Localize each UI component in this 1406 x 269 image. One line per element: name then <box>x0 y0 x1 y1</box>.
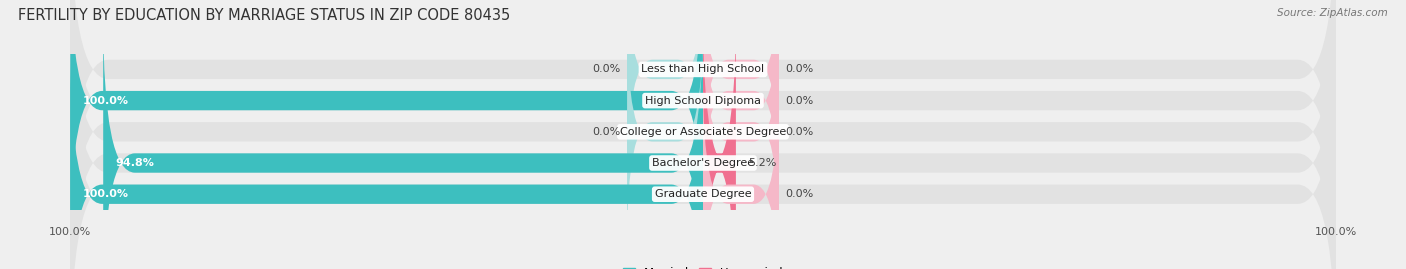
Text: 0.0%: 0.0% <box>785 189 814 199</box>
FancyBboxPatch shape <box>103 17 703 269</box>
Legend: Married, Unmarried: Married, Unmarried <box>619 263 787 269</box>
Text: 0.0%: 0.0% <box>785 127 814 137</box>
Text: 100.0%: 100.0% <box>83 189 129 199</box>
Text: 0.0%: 0.0% <box>592 127 621 137</box>
Text: 100.0%: 100.0% <box>1315 227 1357 237</box>
FancyBboxPatch shape <box>627 0 703 185</box>
Text: 0.0%: 0.0% <box>785 64 814 75</box>
Text: 5.2%: 5.2% <box>748 158 778 168</box>
Text: 0.0%: 0.0% <box>592 64 621 75</box>
FancyBboxPatch shape <box>703 0 779 185</box>
FancyBboxPatch shape <box>70 0 703 247</box>
FancyBboxPatch shape <box>70 48 703 269</box>
Text: Less than High School: Less than High School <box>641 64 765 75</box>
FancyBboxPatch shape <box>70 0 1336 269</box>
FancyBboxPatch shape <box>703 17 735 269</box>
FancyBboxPatch shape <box>703 79 779 269</box>
FancyBboxPatch shape <box>70 17 1336 269</box>
Text: Bachelor's Degree: Bachelor's Degree <box>652 158 754 168</box>
Text: 100.0%: 100.0% <box>49 227 91 237</box>
FancyBboxPatch shape <box>70 0 1336 247</box>
Text: 100.0%: 100.0% <box>83 95 129 106</box>
Text: High School Diploma: High School Diploma <box>645 95 761 106</box>
FancyBboxPatch shape <box>70 0 1336 269</box>
FancyBboxPatch shape <box>703 0 779 216</box>
Text: FERTILITY BY EDUCATION BY MARRIAGE STATUS IN ZIP CODE 80435: FERTILITY BY EDUCATION BY MARRIAGE STATU… <box>18 8 510 23</box>
Text: College or Associate's Degree: College or Associate's Degree <box>620 127 786 137</box>
Text: Source: ZipAtlas.com: Source: ZipAtlas.com <box>1277 8 1388 18</box>
FancyBboxPatch shape <box>703 17 779 247</box>
Text: 94.8%: 94.8% <box>115 158 155 168</box>
FancyBboxPatch shape <box>70 0 1336 269</box>
Text: 0.0%: 0.0% <box>785 95 814 106</box>
FancyBboxPatch shape <box>627 17 703 247</box>
Text: Graduate Degree: Graduate Degree <box>655 189 751 199</box>
